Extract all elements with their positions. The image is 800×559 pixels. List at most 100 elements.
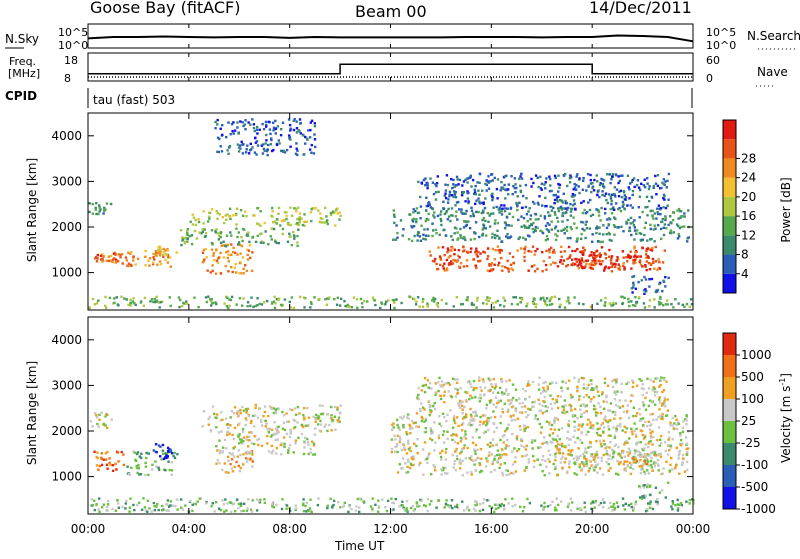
velocity-cell-10 <box>295 507 298 510</box>
velocity-cell-10 <box>250 510 254 513</box>
power-cell-11 <box>558 297 561 301</box>
power-cell-7 <box>661 217 664 221</box>
power-cell-7 <box>415 207 419 210</box>
velocity-cell-7 <box>595 414 598 417</box>
velocity-cell-7 <box>598 439 602 443</box>
power-cell-0 <box>102 212 105 215</box>
power-cell-7 <box>613 216 616 219</box>
power-cell-10 <box>637 186 641 189</box>
velocity-cell-4 <box>274 410 278 413</box>
velocity-cell-11 <box>429 411 432 414</box>
power-cell-3 <box>159 248 162 251</box>
velocity-cell-11 <box>463 405 466 409</box>
velocity-cell-10 <box>102 503 105 506</box>
velocity-cell-7 <box>433 449 436 452</box>
power-cell-10 <box>432 192 436 196</box>
velocity-cell-7 <box>607 425 610 428</box>
velocity-cell-11 <box>654 403 657 406</box>
velocity-cell-5 <box>227 455 230 459</box>
power-cell-11 <box>553 295 557 299</box>
velocity-cell-8 <box>640 468 643 471</box>
power-cell-7 <box>561 211 565 215</box>
power-cell-11 <box>670 303 673 306</box>
power-cell-11 <box>643 306 647 309</box>
velocity-cell-7 <box>480 457 483 460</box>
velocity-cell-11 <box>478 400 482 403</box>
velocity-cell-10 <box>654 500 658 503</box>
velocity-cell-7 <box>462 447 465 450</box>
velocity-cell-7 <box>604 415 607 418</box>
power-cell-7 <box>462 212 465 215</box>
power-cell-11 <box>393 298 397 302</box>
velocity-cell-11 <box>537 388 541 391</box>
power-cell-6 <box>204 232 208 235</box>
power-cell-11 <box>309 306 312 309</box>
velocity-cell-10 <box>101 506 104 509</box>
velocity-cell-6 <box>228 432 231 435</box>
power-cell-8 <box>475 266 478 270</box>
velocity-cell-11 <box>506 410 509 413</box>
velocity-cell-4 <box>281 410 284 414</box>
velocity-cell-9 <box>632 461 635 464</box>
power-cell-4 <box>197 220 201 224</box>
power-cell-10 <box>631 189 635 193</box>
power-cell-5 <box>239 252 242 255</box>
velocity-cell-4 <box>207 417 210 421</box>
power-cell-8 <box>566 257 569 261</box>
power-cell-6 <box>272 227 276 231</box>
velocity-cell-7 <box>644 443 647 446</box>
velocity-cell-4 <box>273 421 276 424</box>
power-cell-7 <box>462 235 466 239</box>
power-cell-7 <box>606 218 609 221</box>
velocity-cell-10 <box>169 500 173 503</box>
power-cell-11 <box>132 297 135 300</box>
power-cell-10 <box>589 198 592 202</box>
power-cell-11 <box>422 297 425 301</box>
velocity-cell-6 <box>272 432 276 436</box>
velocity-cell-7 <box>578 463 581 466</box>
power-cell-13 <box>312 152 316 155</box>
velocity-cell-6 <box>302 452 306 456</box>
velocity-cell-6 <box>238 442 241 445</box>
velocity-cell-7 <box>553 428 557 431</box>
velocity-cell-11 <box>613 390 616 393</box>
velocity-cell-7 <box>454 468 457 472</box>
power-cell-7 <box>613 225 617 228</box>
velocity-cell-7 <box>518 425 522 428</box>
velocity-cell-7 <box>573 420 576 423</box>
power-cell-6 <box>288 235 291 238</box>
power-cell-8 <box>523 251 526 254</box>
power-cell-7 <box>562 228 565 231</box>
velocity-cell-7 <box>506 426 509 430</box>
velocity-cell-7 <box>488 451 491 454</box>
power-cell-11 <box>127 303 130 307</box>
power-cell-6 <box>241 239 244 243</box>
velocity-cell-10 <box>481 508 485 512</box>
power-cell-7 <box>545 228 548 231</box>
velocity-cell-4 <box>339 412 342 415</box>
velocity-cell-7 <box>644 434 647 437</box>
power-cell-10 <box>595 208 598 211</box>
velocity-cell-11 <box>569 406 572 410</box>
power-cell-7 <box>622 230 625 233</box>
power-cell-4 <box>225 218 228 221</box>
velocity-cell-7 <box>441 449 444 453</box>
velocity-cell-7 <box>423 441 427 444</box>
velocity-cell-11 <box>521 387 525 391</box>
power-colorbar-label: Power [dB] <box>779 177 793 242</box>
velocity-cell-11 <box>474 410 477 413</box>
velocity-cell-6 <box>303 436 307 439</box>
velocity-cell-11 <box>566 387 569 390</box>
power-cell-10 <box>564 199 567 203</box>
power-cell-10 <box>487 180 491 183</box>
power-cell-8 <box>463 249 466 252</box>
power-cell-7 <box>525 226 529 229</box>
power-cell-10 <box>559 205 563 209</box>
velocity-cell-7 <box>405 433 409 436</box>
power-cell-10 <box>490 194 493 197</box>
power-cell-8 <box>588 263 591 266</box>
velocity-cell-7 <box>440 467 443 471</box>
velocity-cell-11 <box>614 382 618 385</box>
velocity-cell-2 <box>127 472 131 476</box>
velocity-cell-6 <box>218 439 221 442</box>
